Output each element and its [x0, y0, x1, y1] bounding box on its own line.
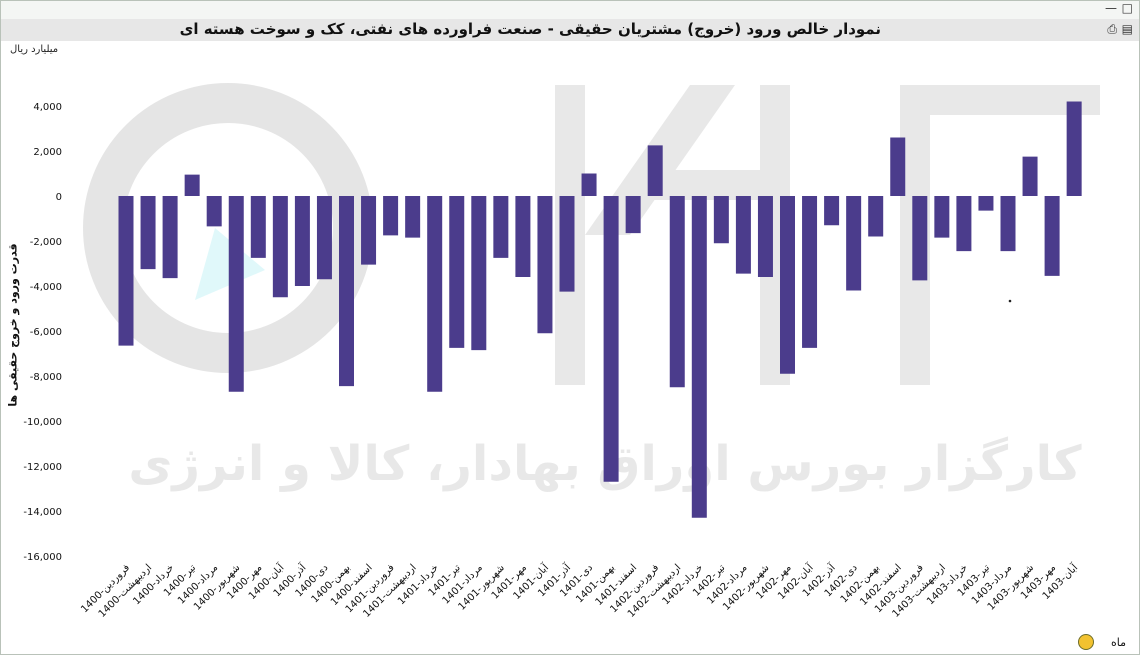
bar[interactable] — [184, 174, 200, 196]
bar[interactable] — [162, 196, 178, 279]
y-axis: 4,000 2,000 0 -2,000 -4,000 -6,000 -8,000 -10,0… — [23, 102, 62, 563]
y-tick-label: -6,000 — [30, 327, 62, 338]
y-tick-label: -12,000 — [23, 462, 62, 473]
bar[interactable] — [559, 196, 575, 292]
bar[interactable] — [228, 196, 244, 392]
unit-label: میلیارد ریال — [10, 44, 59, 55]
bar[interactable] — [316, 196, 332, 280]
bar[interactable] — [361, 196, 377, 265]
bar[interactable] — [427, 196, 443, 392]
bar[interactable] — [978, 196, 994, 211]
bar[interactable] — [713, 196, 729, 244]
bar[interactable] — [735, 196, 751, 274]
bar[interactable] — [912, 196, 928, 281]
y-tick-label: -8,000 — [30, 372, 62, 383]
bar[interactable] — [383, 196, 399, 236]
minimize-icon[interactable]: — — [1105, 1, 1117, 15]
bar[interactable] — [449, 196, 465, 348]
watermark-logo: کارگزار بورس اوراق بهادار، کالا و انرژی — [83, 83, 1100, 492]
bar[interactable] — [471, 196, 487, 351]
stray-dot — [1008, 299, 1012, 303]
export-icon[interactable]: ▤ — [1121, 22, 1133, 36]
bar[interactable] — [802, 196, 818, 348]
bar[interactable] — [956, 196, 972, 252]
y-tick-label: -4,000 — [30, 282, 62, 293]
bar[interactable] — [647, 145, 663, 196]
bar[interactable] — [757, 196, 773, 277]
x-axis-unit-label: ماه — [1110, 636, 1126, 649]
bar[interactable] — [272, 196, 288, 298]
bar[interactable] — [669, 196, 685, 388]
bar[interactable] — [294, 196, 310, 286]
bar[interactable] — [625, 196, 641, 234]
bar[interactable] — [890, 137, 906, 197]
bar[interactable] — [405, 196, 421, 238]
chart-title-bar: نمودار خالص ورود (خروج) مشتریان حقیقی - … — [1, 19, 1139, 41]
bar[interactable] — [118, 196, 134, 346]
y-tick-label: -2,000 — [30, 237, 62, 248]
bar[interactable] — [1022, 156, 1038, 196]
bar[interactable] — [868, 196, 884, 237]
bar[interactable] — [691, 196, 707, 518]
y-tick-label: 2,000 — [33, 147, 62, 158]
bar[interactable] — [515, 196, 531, 277]
bar[interactable] — [339, 196, 354, 387]
bar[interactable] — [140, 196, 156, 270]
x-axis: 1400-فروردین1400-اردیبهشت1400-خرداد1400-… — [79, 560, 1081, 620]
y-tick-label: 0 — [56, 192, 62, 203]
bar[interactable] — [934, 196, 950, 238]
bar[interactable] — [846, 196, 862, 291]
maximize-icon[interactable]: □ — [1121, 1, 1133, 15]
printer-icon[interactable]: ⎙ — [1107, 22, 1117, 36]
bar[interactable] — [206, 196, 222, 227]
y-axis-label: قدرت ورود و خروج حقیقی ها — [6, 243, 20, 407]
bar[interactable] — [603, 196, 619, 482]
y-tick-label: -14,000 — [23, 507, 62, 518]
bar[interactable] — [581, 173, 597, 197]
bar[interactable] — [780, 196, 795, 374]
y-tick-label: -16,000 — [23, 552, 62, 563]
y-axis-label-box: قدرت ورود و خروج حقیقی ها — [4, 240, 22, 410]
y-tick-label: -10,000 — [23, 417, 62, 428]
refresh-icon[interactable] — [1078, 634, 1094, 650]
bars — [118, 101, 1082, 518]
y-tick-label: 4,000 — [33, 102, 62, 113]
bar[interactable] — [824, 196, 840, 226]
bar[interactable] — [1044, 196, 1060, 276]
chart-title: نمودار خالص ورود (خروج) مشتریان حقیقی - … — [179, 20, 881, 38]
bar[interactable] — [1066, 101, 1082, 197]
bar[interactable] — [250, 196, 266, 258]
bar[interactable] — [493, 196, 509, 258]
bar[interactable] — [537, 196, 553, 334]
bar[interactable] — [1000, 196, 1016, 252]
